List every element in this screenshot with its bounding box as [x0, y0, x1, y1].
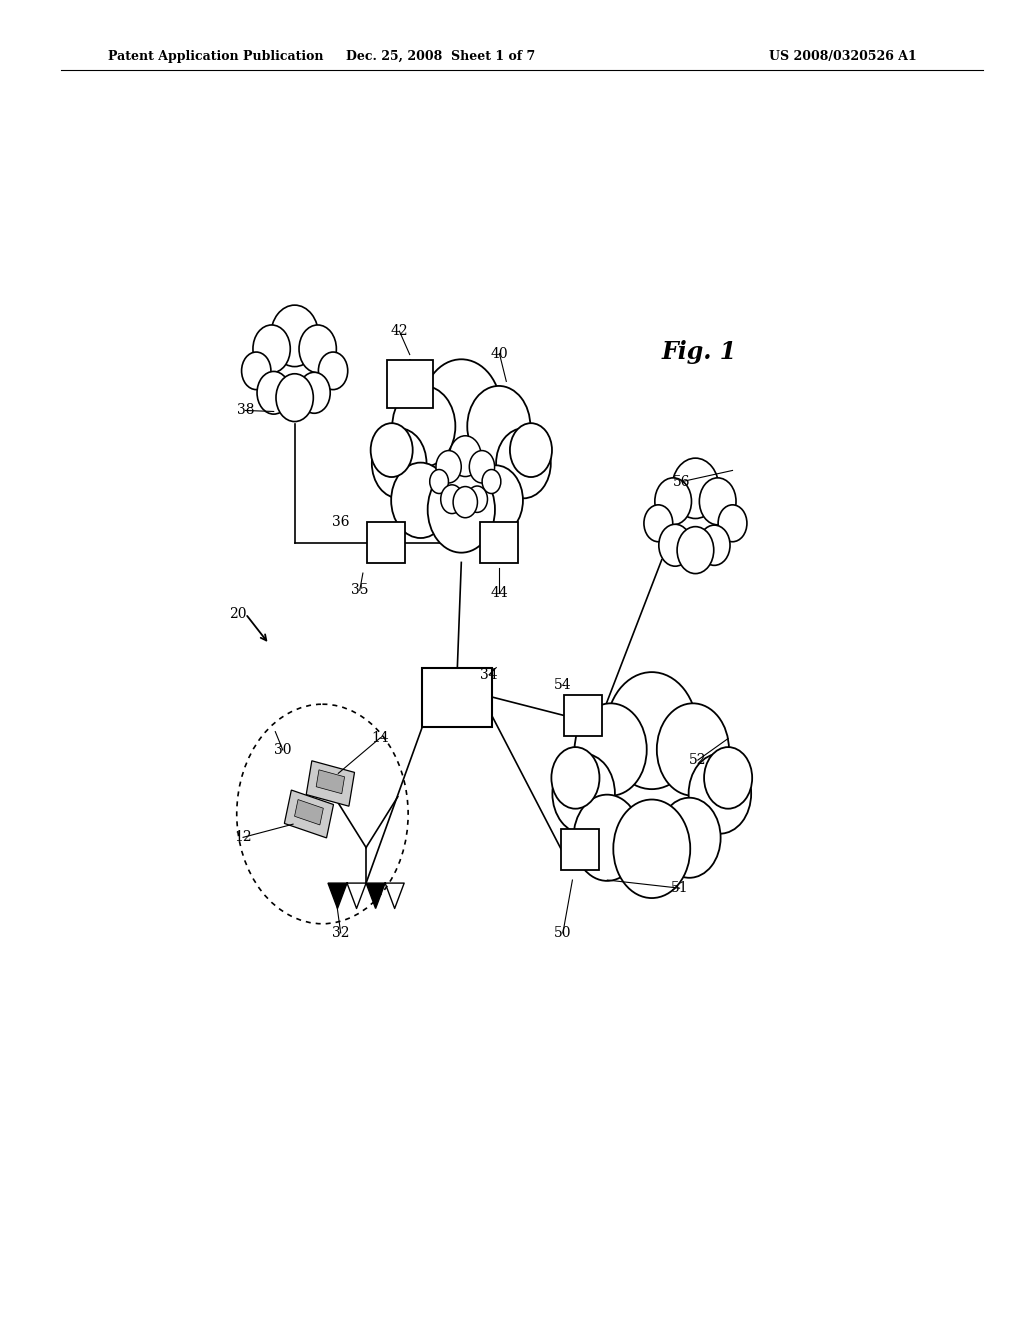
Text: 30: 30: [274, 743, 292, 756]
Circle shape: [552, 754, 615, 834]
Text: 35: 35: [351, 583, 369, 598]
Text: 51: 51: [671, 882, 688, 895]
Circle shape: [299, 325, 336, 372]
Circle shape: [391, 462, 450, 539]
Circle shape: [654, 478, 691, 525]
Circle shape: [510, 424, 552, 477]
Circle shape: [467, 385, 530, 467]
Circle shape: [242, 352, 271, 389]
Circle shape: [658, 797, 721, 878]
Circle shape: [450, 436, 481, 477]
Polygon shape: [316, 770, 345, 793]
Circle shape: [672, 458, 719, 519]
Circle shape: [298, 372, 330, 413]
Polygon shape: [306, 760, 354, 807]
Circle shape: [573, 795, 641, 880]
Bar: [423, 668, 493, 726]
Text: Fig. 1: Fig. 1: [662, 339, 737, 363]
Text: Dec. 25, 2008  Sheet 1 of 7: Dec. 25, 2008 Sheet 1 of 7: [346, 50, 535, 63]
Text: 44: 44: [490, 586, 508, 601]
Polygon shape: [285, 791, 334, 838]
Text: 56: 56: [673, 475, 690, 488]
Circle shape: [718, 504, 746, 541]
Circle shape: [656, 704, 729, 796]
Circle shape: [482, 470, 501, 494]
Circle shape: [496, 428, 551, 499]
Circle shape: [658, 524, 691, 566]
Circle shape: [467, 486, 487, 512]
Circle shape: [253, 325, 290, 372]
Circle shape: [421, 359, 502, 462]
Circle shape: [705, 747, 753, 809]
Circle shape: [613, 800, 690, 898]
Bar: [367, 523, 404, 562]
Circle shape: [440, 484, 463, 513]
Circle shape: [371, 424, 413, 477]
Polygon shape: [367, 883, 385, 908]
Circle shape: [392, 385, 456, 467]
Text: 14: 14: [372, 731, 389, 744]
Bar: [387, 359, 433, 408]
Circle shape: [644, 504, 673, 541]
Circle shape: [551, 747, 599, 809]
Text: 50: 50: [554, 925, 571, 940]
Text: 32: 32: [332, 925, 349, 940]
Polygon shape: [295, 800, 324, 825]
Text: US 2008/0320526 A1: US 2008/0320526 A1: [769, 50, 916, 63]
Text: 52: 52: [689, 754, 707, 767]
Circle shape: [677, 527, 714, 574]
Text: 20: 20: [228, 607, 246, 620]
Circle shape: [257, 371, 291, 414]
Circle shape: [372, 428, 427, 499]
Text: 12: 12: [234, 830, 252, 845]
Text: 36: 36: [332, 515, 349, 529]
Circle shape: [574, 704, 647, 796]
Circle shape: [270, 305, 318, 367]
Circle shape: [430, 470, 449, 494]
Circle shape: [453, 487, 477, 517]
Circle shape: [276, 374, 313, 421]
Text: 34: 34: [480, 668, 498, 681]
Text: 54: 54: [554, 678, 571, 692]
Circle shape: [428, 466, 495, 553]
Circle shape: [469, 450, 495, 483]
Circle shape: [468, 466, 523, 536]
Text: Patent Application Publication: Patent Application Publication: [108, 50, 323, 63]
Bar: [561, 829, 599, 870]
Circle shape: [699, 478, 736, 525]
Text: 42: 42: [390, 325, 409, 338]
Text: 40: 40: [490, 347, 508, 360]
Circle shape: [436, 450, 461, 483]
Circle shape: [606, 672, 697, 789]
Polygon shape: [328, 883, 347, 908]
Bar: [563, 696, 602, 735]
Circle shape: [698, 525, 730, 565]
Circle shape: [688, 754, 752, 834]
Circle shape: [318, 352, 348, 389]
Text: 38: 38: [237, 404, 254, 417]
Bar: [480, 523, 518, 562]
